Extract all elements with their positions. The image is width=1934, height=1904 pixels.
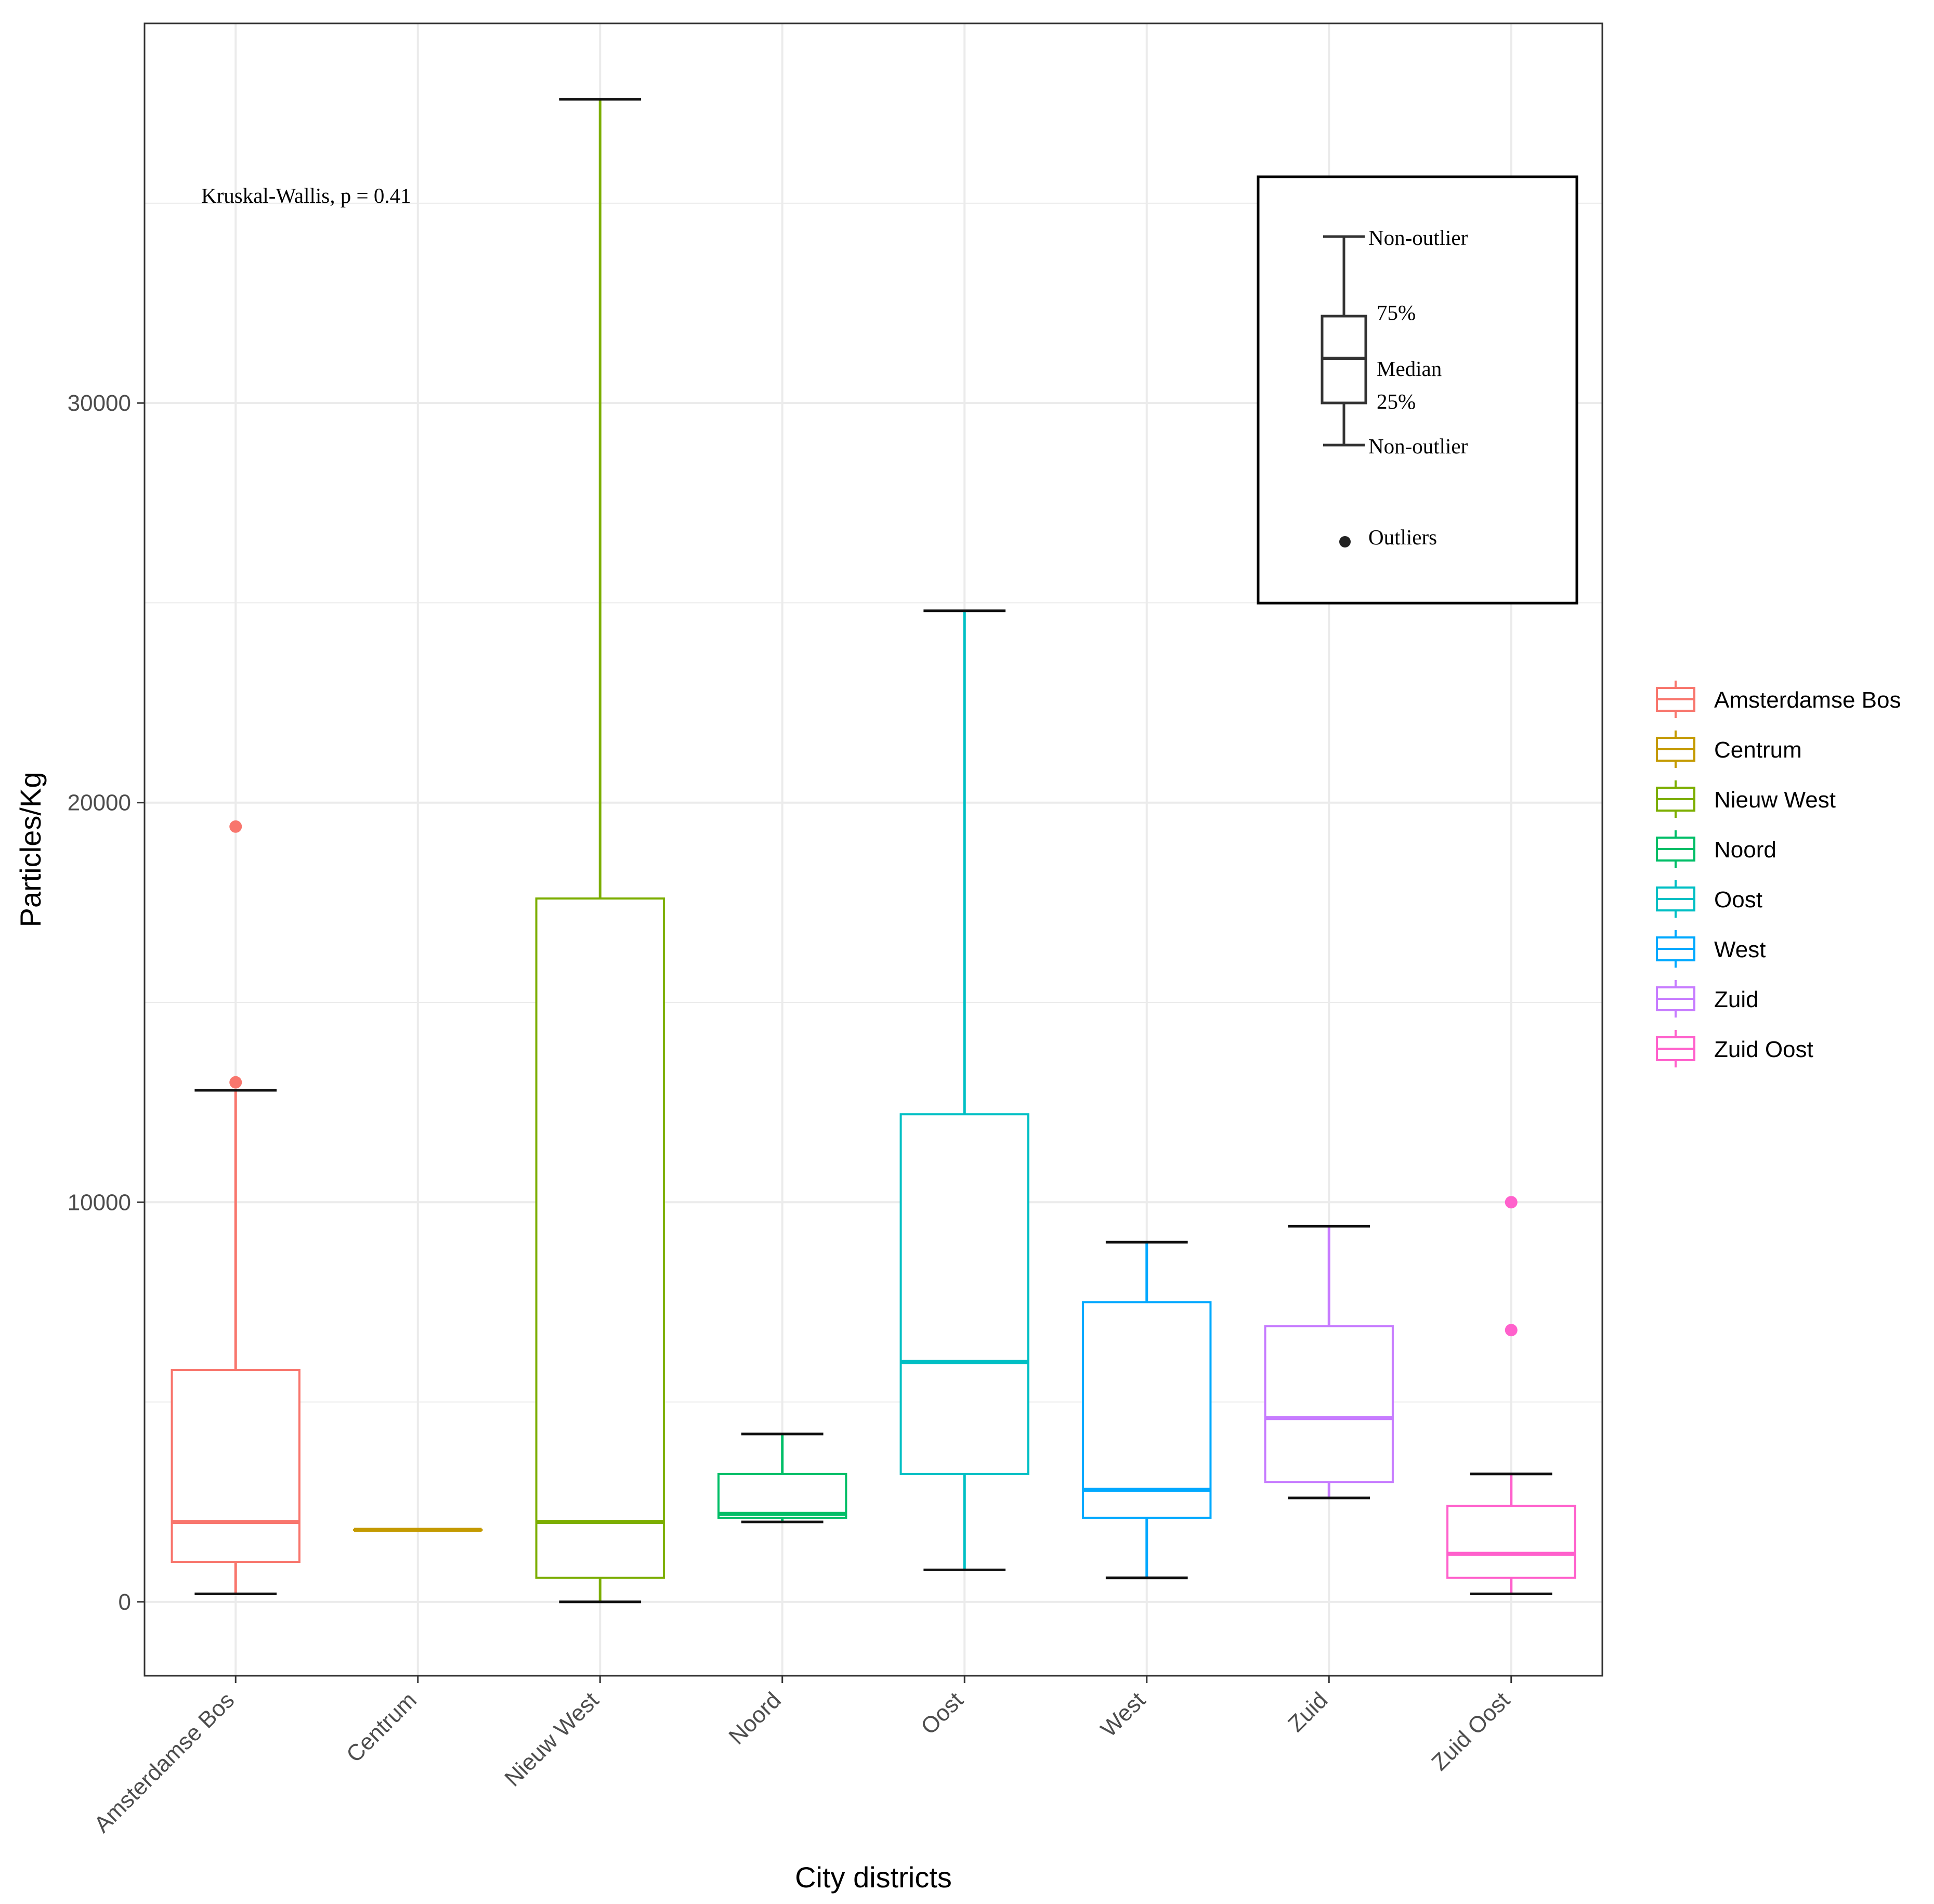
key-median-label: Median bbox=[1377, 357, 1442, 381]
x-tick-label: Nieuw West bbox=[500, 1687, 604, 1791]
y-axis-ticks: 0 10000 20000 30000 bbox=[68, 390, 145, 1615]
box-zuid-oost bbox=[1446, 1196, 1576, 1595]
key-q1-label: 25% bbox=[1377, 389, 1416, 413]
x-tick-label: Amsterdamse Bos bbox=[89, 1687, 239, 1837]
iqr-box bbox=[1264, 1325, 1394, 1483]
y-tick-label: 10000 bbox=[68, 1190, 131, 1215]
legend-label: West bbox=[1714, 937, 1766, 962]
key-frame bbox=[1257, 175, 1578, 605]
y-tick-label: 20000 bbox=[68, 790, 131, 816]
x-tick-label: Zuid bbox=[1283, 1687, 1332, 1737]
legend-item-amsterdamse-bos: Amsterdamse Bos bbox=[1656, 681, 1901, 718]
legend-item-noord: Noord bbox=[1656, 830, 1776, 868]
legend-label: Nieuw West bbox=[1714, 787, 1836, 813]
box-oost bbox=[899, 609, 1029, 1571]
key-q3-label: 75% bbox=[1377, 301, 1416, 324]
legend-item-west: West bbox=[1656, 930, 1766, 968]
legend-label: Zuid bbox=[1714, 987, 1759, 1012]
iqr-box bbox=[899, 1113, 1029, 1475]
key-lower-whisker-label: Non-outlier bbox=[1368, 434, 1468, 458]
outlier-point bbox=[229, 1076, 242, 1089]
legend-label: Centrum bbox=[1714, 737, 1802, 763]
y-axis-title: Particles/Kg bbox=[14, 772, 47, 928]
outlier-point bbox=[229, 820, 242, 833]
iqr-box bbox=[717, 1472, 847, 1519]
outlier-point bbox=[1505, 1324, 1518, 1337]
legend-item-nieuw-west: Nieuw West bbox=[1656, 780, 1836, 818]
box-west bbox=[1082, 1241, 1212, 1580]
key-outliers-label: Outliers bbox=[1368, 525, 1437, 549]
x-tick-label: Oost bbox=[916, 1687, 968, 1739]
plot-panel-border bbox=[143, 22, 1603, 1677]
legend-item-zuid-oost: Zuid Oost bbox=[1656, 1030, 1813, 1067]
box-amsterdamse-bos bbox=[171, 820, 300, 1595]
boxplot-key: Non-outlier 75% Median 25% Non-outlier O… bbox=[1257, 175, 1578, 605]
legend-item-centrum: Centrum bbox=[1656, 731, 1802, 768]
iqr-box bbox=[535, 897, 665, 1579]
legend-label: Oost bbox=[1714, 887, 1762, 912]
x-tick-label: Noord bbox=[724, 1687, 786, 1749]
outlier-point bbox=[1505, 1196, 1518, 1209]
y-tick-label: 0 bbox=[119, 1589, 131, 1615]
box-zuid bbox=[1264, 1224, 1394, 1499]
key-outlier-point bbox=[1339, 536, 1351, 547]
iqr-box bbox=[1446, 1505, 1576, 1579]
iqr-box bbox=[1082, 1301, 1212, 1519]
x-axis-ticks: Amsterdamse Bos Centrum Nieuw West Noord Oos… bbox=[89, 1676, 1515, 1837]
box-noord bbox=[717, 1432, 847, 1523]
legend-label: Noord bbox=[1714, 837, 1776, 863]
x-tick-label: West bbox=[1096, 1687, 1151, 1742]
x-tick-label: Centrum bbox=[342, 1687, 422, 1767]
legend-item-zuid: Zuid bbox=[1656, 980, 1759, 1018]
key-upper-whisker-label: Non-outlier bbox=[1368, 226, 1468, 250]
x-axis-title: City districts bbox=[795, 1861, 952, 1894]
legend-label: Zuid Oost bbox=[1714, 1037, 1813, 1062]
legend-label: Amsterdamse Bos bbox=[1714, 687, 1901, 713]
x-tick-label: Zuid Oost bbox=[1427, 1687, 1515, 1776]
iqr-box bbox=[171, 1369, 300, 1563]
box-series bbox=[171, 98, 1576, 1603]
legend-item-oost: Oost bbox=[1656, 880, 1762, 918]
box-nieuw-west bbox=[535, 98, 665, 1603]
y-tick-label: 30000 bbox=[68, 390, 131, 416]
kruskal-wallis-annotation: Kruskal-Wallis, p = 0.41 bbox=[201, 184, 411, 207]
legend: Amsterdamse Bos Centrum Nieuw West Noord Oos… bbox=[1656, 681, 1901, 1067]
